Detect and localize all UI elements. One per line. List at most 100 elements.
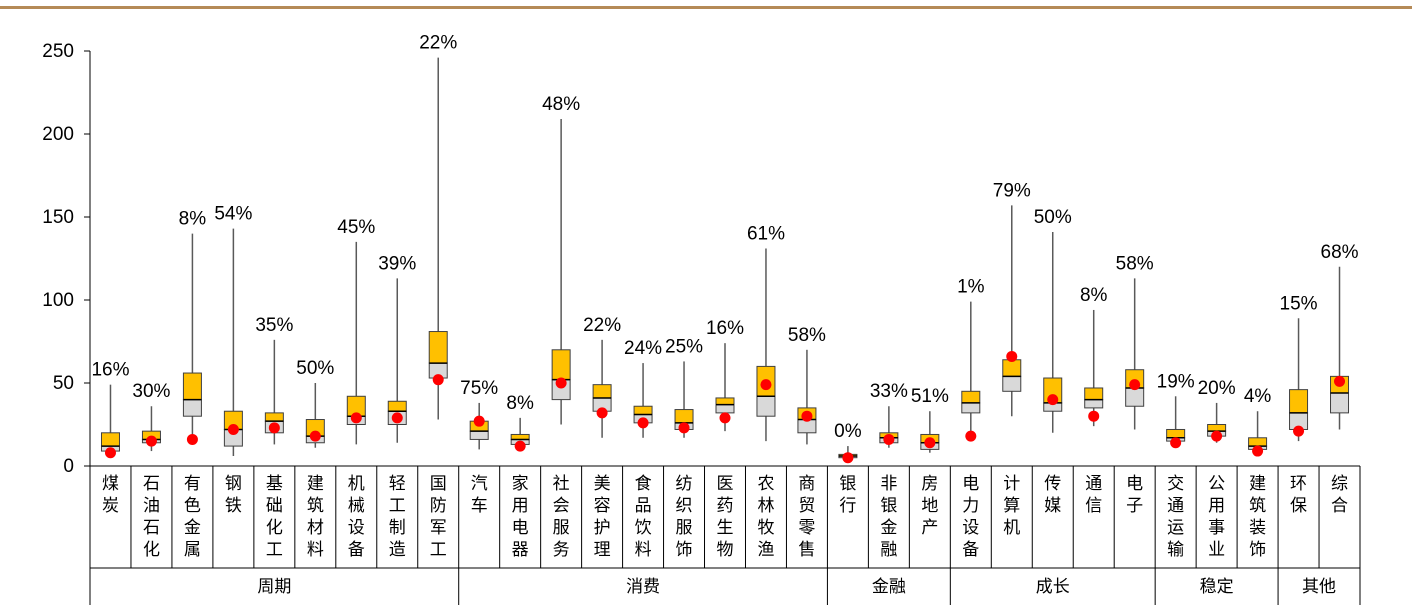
lower-box — [715, 404, 735, 414]
category-label-char: 金 — [184, 518, 201, 538]
category-label-char: 银 — [880, 496, 897, 516]
upper-box — [264, 412, 284, 422]
upper-box — [1166, 428, 1186, 439]
category-label-char: 饰 — [676, 540, 693, 560]
current-value-dot — [719, 412, 731, 424]
category-label-char: 交 — [1167, 474, 1184, 494]
upper-box — [674, 409, 694, 424]
upper-box — [182, 372, 202, 401]
lower-box — [182, 399, 202, 417]
current-value-dot — [678, 422, 690, 434]
current-value-dot — [1088, 410, 1100, 422]
percentile-label: 22% — [419, 33, 457, 54]
y-tick-label: 150 — [42, 207, 74, 228]
category-label-char: 会 — [553, 496, 570, 516]
category-label-char: 售 — [798, 540, 815, 560]
category-label-char: 料 — [635, 540, 652, 560]
current-value-dot — [637, 417, 649, 429]
current-value-dot — [1211, 430, 1223, 442]
category-label-char: 农 — [757, 474, 774, 494]
category-label-char: 贸 — [798, 496, 815, 516]
group-label: 成长 — [1036, 577, 1070, 597]
current-value-dot — [350, 412, 362, 424]
category-label-char: 零 — [798, 518, 815, 538]
current-value-dot — [842, 452, 854, 464]
category-label-char: 备 — [348, 540, 365, 560]
percentile-label: 30% — [132, 381, 170, 402]
lower-box — [469, 430, 489, 440]
percentile-label: 51% — [911, 386, 949, 407]
category-label-char: 行 — [839, 496, 856, 516]
current-value-dot — [596, 407, 608, 419]
current-value-dot — [309, 430, 321, 442]
group-label: 消费 — [626, 577, 660, 597]
category-label-char: 算 — [1003, 496, 1020, 516]
category-label-char: 林 — [757, 496, 774, 516]
category-label-char: 化 — [143, 540, 160, 560]
percentile-label: 8% — [179, 209, 207, 230]
upper-box — [1084, 387, 1104, 401]
category-label-char: 饮 — [635, 518, 652, 538]
category-label-char: 汽 — [471, 474, 488, 494]
category-label-char: 保 — [1290, 496, 1307, 516]
category-label-char: 器 — [512, 540, 529, 560]
category-label-char: 非 — [880, 474, 897, 494]
upper-box — [1289, 389, 1309, 414]
upper-box — [1248, 437, 1268, 447]
current-value-dot — [883, 433, 895, 445]
category-label-char: 理 — [594, 540, 611, 560]
category-label-char: 军 — [430, 518, 447, 538]
category-label-char: 社 — [553, 474, 570, 494]
category-label-char: 子 — [1126, 496, 1143, 516]
category-label-char: 建 — [307, 474, 324, 494]
percentile-label: 8% — [1080, 285, 1108, 306]
category-label-char: 设 — [962, 518, 979, 538]
current-value-dot — [801, 410, 813, 422]
upper-box — [428, 331, 448, 364]
category-label-char: 传 — [1044, 474, 1061, 494]
percentile-label: 19% — [1157, 371, 1195, 392]
category-label-char: 渔 — [757, 540, 774, 560]
category-label-char: 地 — [921, 496, 938, 516]
upper-box — [633, 405, 653, 416]
category-label-char: 设 — [348, 518, 365, 538]
percentile-label: 39% — [378, 253, 416, 274]
percentile-label: 79% — [993, 180, 1031, 201]
group-label: 其他 — [1302, 577, 1336, 597]
current-value-dot — [145, 435, 157, 447]
category-label-char: 备 — [962, 540, 979, 560]
percentile-label: 54% — [214, 204, 252, 225]
category-label-char: 轻 — [389, 474, 406, 494]
lower-box — [1084, 399, 1104, 409]
percentile-label: 68% — [1321, 242, 1359, 263]
category-label-char: 事 — [1208, 518, 1225, 538]
category-label-char: 石 — [143, 518, 160, 538]
category-label-char: 材 — [307, 518, 324, 538]
category-label-char: 公 — [1208, 474, 1225, 494]
percentile-label: 75% — [460, 378, 498, 399]
percentile-label: 45% — [337, 217, 375, 238]
category-label-char: 务 — [553, 540, 570, 560]
percentile-label: 35% — [255, 315, 293, 336]
current-value-dot — [555, 377, 567, 389]
category-label-char: 基 — [266, 474, 283, 494]
percentile-label: 58% — [1116, 253, 1154, 274]
upper-box — [715, 397, 735, 406]
category-label-char: 通 — [1167, 496, 1184, 516]
category-label-char: 色 — [184, 496, 201, 516]
upper-box — [592, 384, 612, 399]
current-value-dot — [1129, 379, 1141, 391]
category-label-char: 电 — [1126, 474, 1143, 494]
category-label-char: 运 — [1167, 518, 1184, 538]
category-label-char: 饰 — [1249, 540, 1266, 560]
category-label-char: 服 — [676, 518, 693, 538]
category-label-char: 制 — [389, 518, 406, 538]
percentile-label: 0% — [834, 421, 862, 442]
percentile-label: 15% — [1280, 293, 1318, 314]
category-label-char: 护 — [594, 518, 611, 538]
category-label-char: 容 — [594, 496, 611, 516]
y-tick-label: 100 — [42, 290, 74, 311]
percentile-label: 61% — [747, 224, 785, 245]
current-value-dot — [514, 440, 526, 452]
